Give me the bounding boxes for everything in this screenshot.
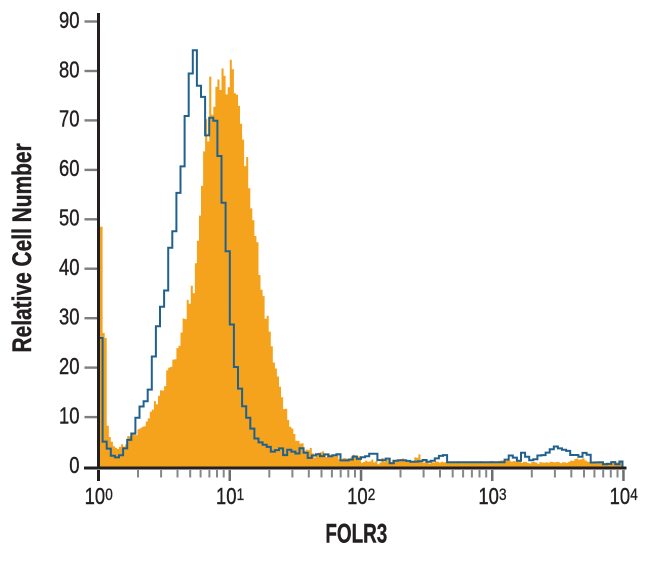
svg-text:10: 10 (216, 484, 236, 509)
svg-text:30: 30 (59, 305, 79, 330)
svg-text:10: 10 (610, 484, 630, 509)
svg-text:40: 40 (59, 255, 79, 280)
svg-text:FOLR3: FOLR3 (325, 518, 387, 548)
svg-text:60: 60 (59, 156, 79, 181)
svg-text:4: 4 (630, 485, 638, 504)
svg-text:90: 90 (59, 8, 79, 33)
svg-text:10: 10 (59, 404, 79, 429)
svg-text:70: 70 (59, 107, 79, 132)
svg-text:10: 10 (478, 484, 498, 509)
svg-text:50: 50 (59, 206, 79, 231)
svg-text:0: 0 (69, 453, 79, 478)
svg-text:0: 0 (105, 485, 113, 504)
svg-text:1: 1 (237, 485, 245, 504)
svg-text:10: 10 (85, 484, 105, 509)
svg-text:10: 10 (347, 484, 367, 509)
svg-text:3: 3 (499, 485, 507, 504)
svg-text:80: 80 (59, 57, 79, 82)
svg-text:20: 20 (59, 354, 79, 379)
svg-text:2: 2 (368, 485, 376, 504)
svg-text:Relative Cell Number: Relative Cell Number (8, 143, 38, 353)
